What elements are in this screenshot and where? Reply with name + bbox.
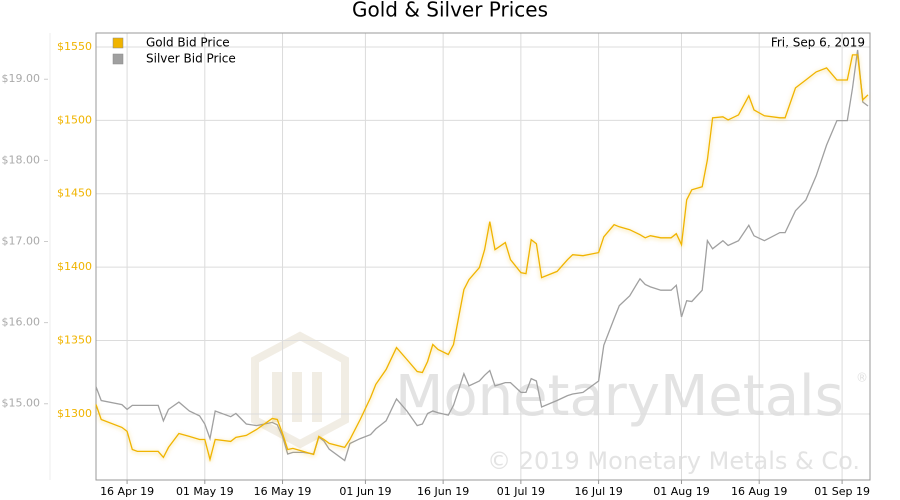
x-tick-label: 01 Jun 19 — [339, 485, 391, 498]
copyright: © 2019 Monetary Metals & Co. — [487, 447, 860, 475]
x-tick-label: 16 Aug 19 — [731, 485, 787, 498]
grid — [96, 33, 870, 480]
y2-tick-label: $17.00 — [2, 234, 41, 247]
watermark-mark: ® — [856, 371, 868, 385]
watermark-logo — [251, 331, 349, 449]
x-tick-label: 16 Jul 19 — [574, 485, 622, 498]
legend-swatch — [112, 53, 124, 65]
x-tick-label: 16 Apr 19 — [100, 485, 154, 498]
watermark: MonetaryMetals — [395, 364, 844, 429]
x-tick-label: 01 Aug 19 — [653, 485, 709, 498]
legend-swatch — [112, 37, 124, 49]
x-tick-label: 01 Jul 19 — [497, 485, 545, 498]
y2-tick-label: $16.00 — [2, 316, 41, 329]
x-tick-label: 16 May 19 — [254, 485, 312, 498]
legend-label: Gold Bid Price — [146, 36, 230, 50]
y2-tick-label: $19.00 — [2, 72, 41, 85]
x-tick-label: 16 Jun 19 — [417, 485, 469, 498]
y-tick-label: $1400 — [57, 260, 92, 273]
plot-frame — [95, 32, 871, 481]
y-tick-label: $1500 — [57, 113, 92, 126]
legend-label: Silver Bid Price — [146, 52, 236, 66]
series-line — [95, 49, 869, 462]
x-tick-label: 01 Sep 19 — [814, 485, 870, 498]
x-tick-label: 01 May 19 — [176, 485, 234, 498]
date-label: Fri, Sep 6, 2019 — [771, 36, 865, 50]
series-line — [95, 54, 869, 462]
y2-tick-label: $18.00 — [2, 153, 41, 166]
chart-title: Gold & Silver Prices — [352, 0, 548, 22]
y-tick-label: $1450 — [57, 187, 92, 200]
y-tick-label: $1350 — [57, 334, 92, 347]
y2-tick-label: $15.00 — [2, 397, 41, 410]
y-tick-label: $1550 — [57, 40, 92, 53]
y-tick-label: $1300 — [57, 407, 92, 420]
